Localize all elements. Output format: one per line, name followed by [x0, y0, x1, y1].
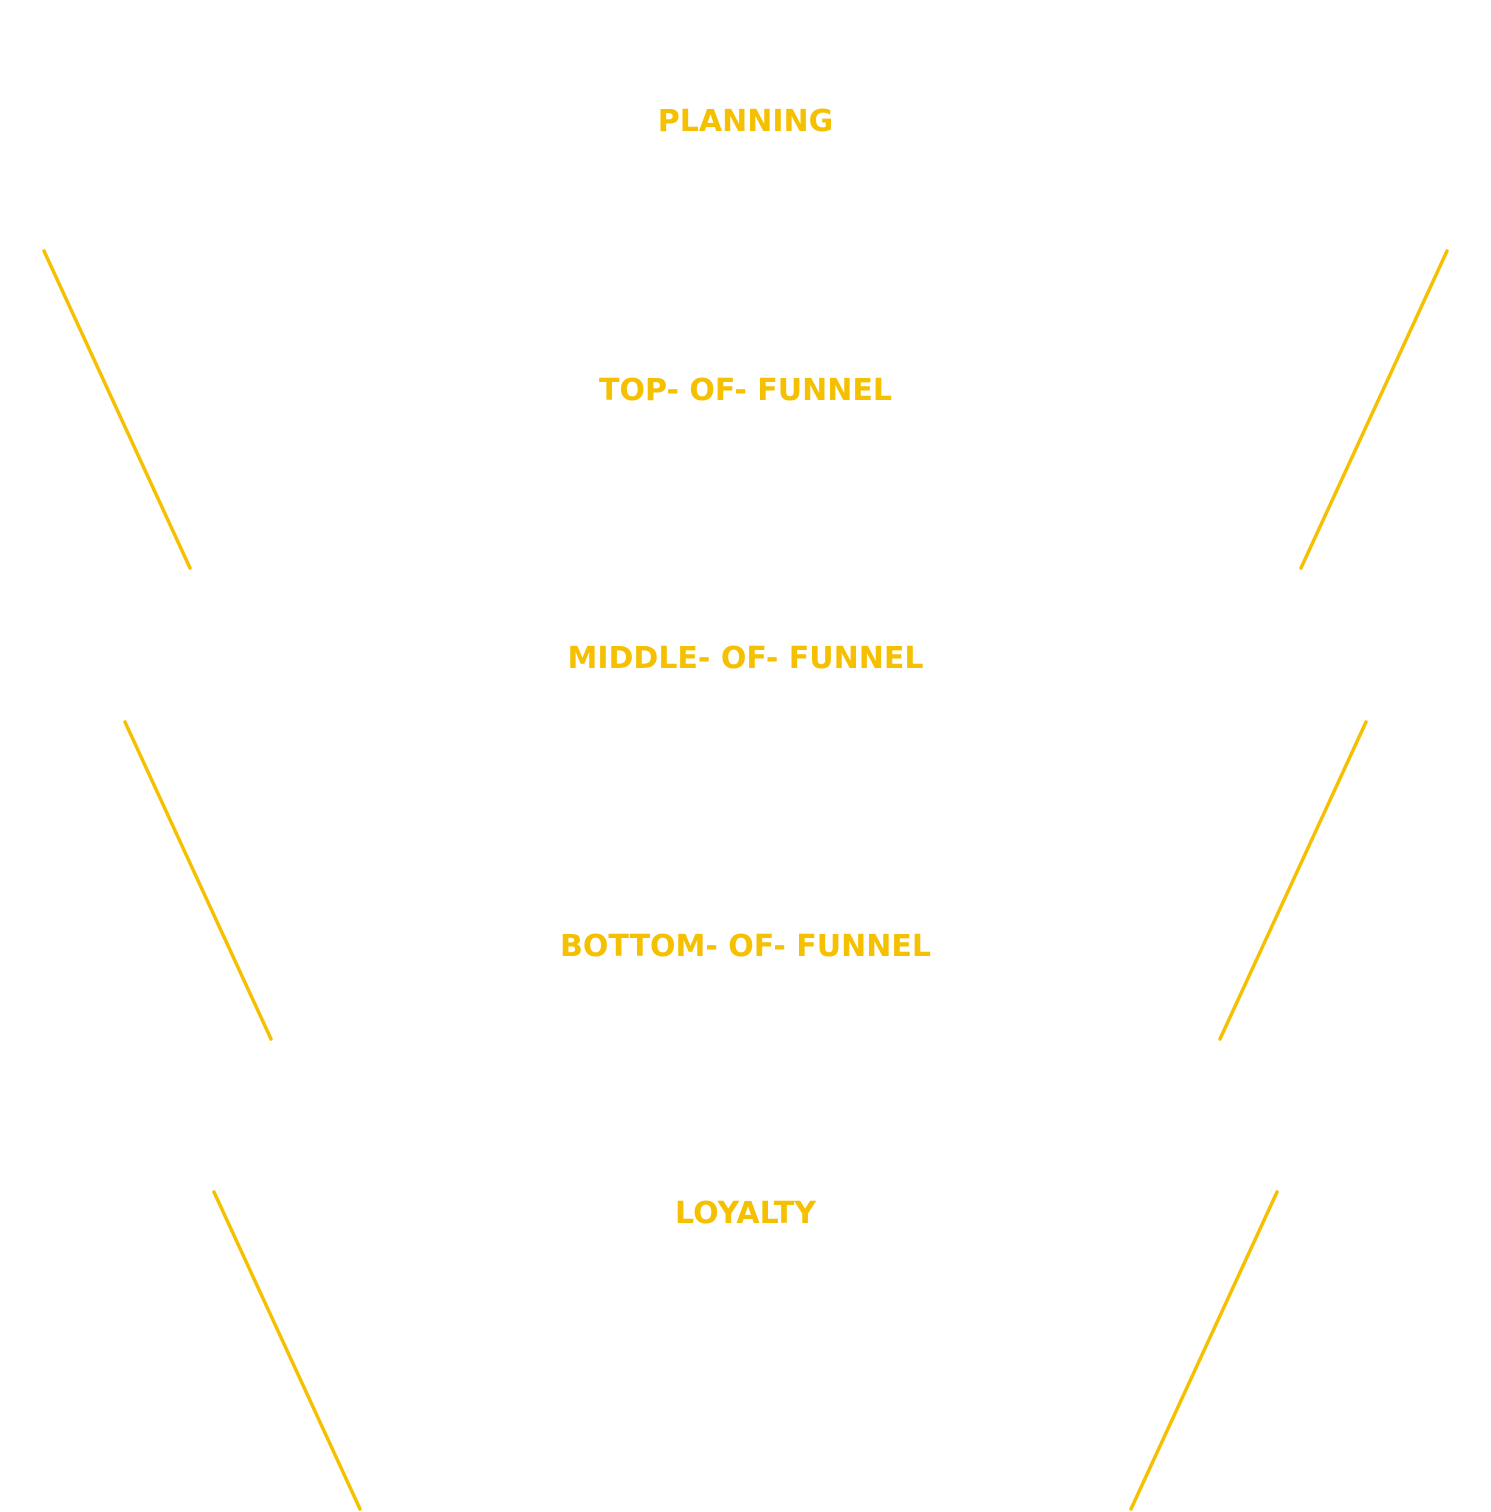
- stage-label-loyalty: LOYALTY: [675, 1196, 816, 1231]
- funnel-left-edge-middle: [123, 720, 273, 1041]
- stage-label-top-of-funnel: TOP- OF- FUNNEL: [599, 373, 892, 408]
- stage-label-bottom-of-funnel: BOTTOM- OF- FUNNEL: [560, 929, 931, 964]
- funnel-right-edge-upper: [1299, 249, 1449, 570]
- stage-label-planning: PLANNING: [657, 104, 834, 139]
- stage-label-middle-of-funnel: MIDDLE- OF- FUNNEL: [567, 641, 924, 676]
- funnel-right-edge-middle: [1218, 720, 1368, 1041]
- funnel-left-edge-upper: [42, 249, 192, 570]
- funnel-right-edge-lower: [1129, 1190, 1279, 1511]
- funnel-left-edge-lower: [212, 1190, 362, 1511]
